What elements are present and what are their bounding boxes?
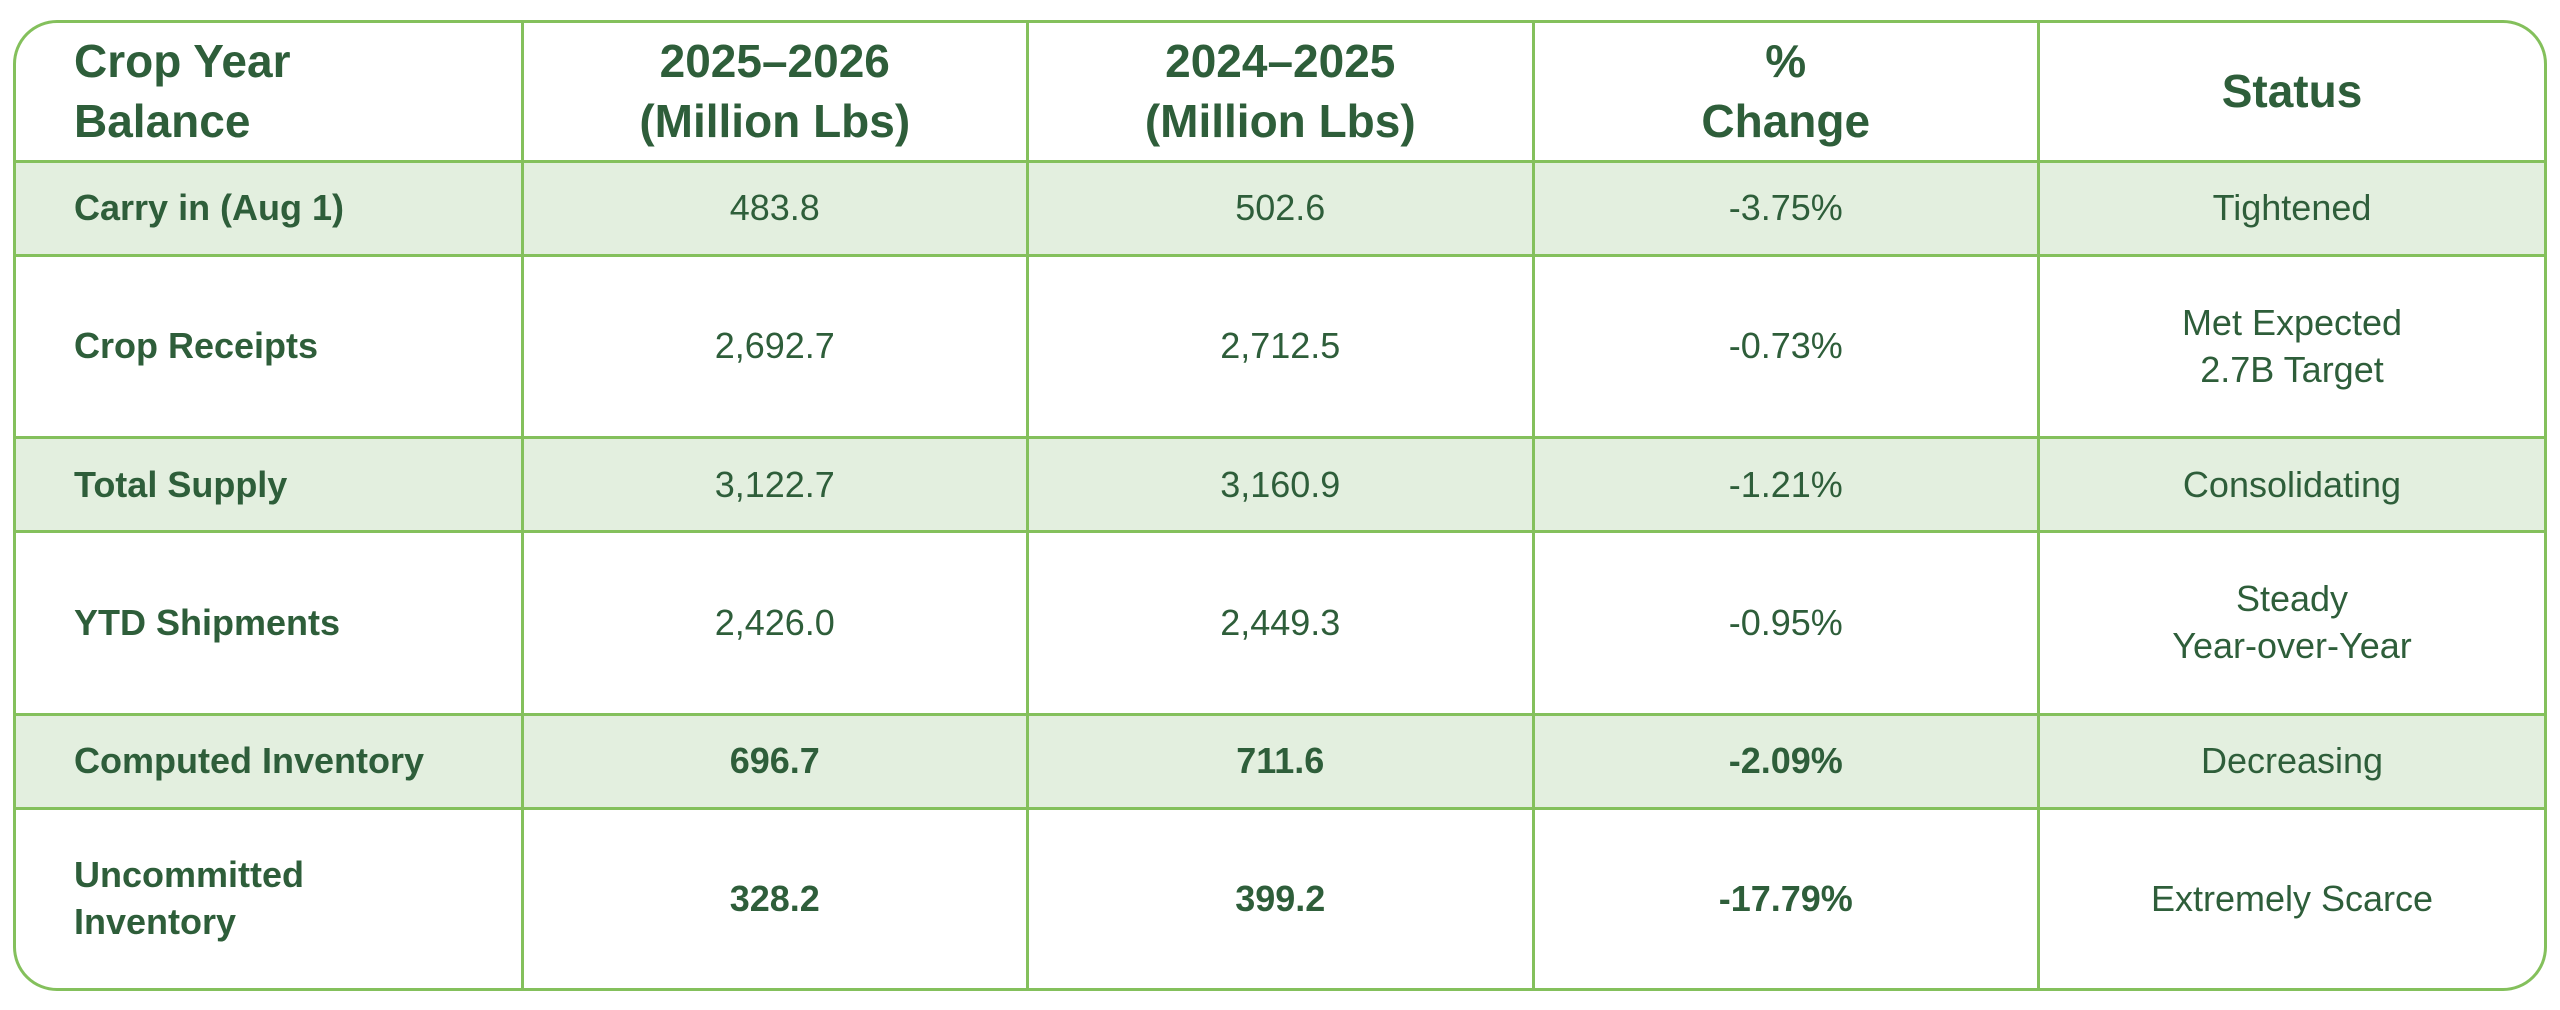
table-cell: 3,160.9 bbox=[1026, 436, 1535, 534]
table-cell: -2.09% bbox=[1531, 712, 2040, 810]
row-label: Computed Inventory bbox=[16, 712, 524, 810]
table-cell: Tightened bbox=[2037, 161, 2544, 258]
table-frame: Crop Year Balance 2025–2026 (Million Lbs)… bbox=[13, 20, 2547, 991]
table-row: Crop Receipts 2,692.7 2,712.5 -0.73% Met Exp… bbox=[16, 254, 2544, 440]
row-label: Total Supply bbox=[16, 436, 524, 534]
table-cell: 399.2 bbox=[1026, 806, 1535, 988]
table-cell: 483.8 bbox=[520, 161, 1029, 258]
table-cell: 2,426.0 bbox=[520, 530, 1029, 716]
table-row: YTD Shipments 2,426.0 2,449.3 -0.95% Steady … bbox=[16, 530, 2544, 716]
table-cell: 502.6 bbox=[1026, 161, 1535, 258]
table-cell: -3.75% bbox=[1531, 161, 2040, 258]
header-cell: % Change bbox=[1531, 23, 2040, 163]
table-cell: 2,712.5 bbox=[1026, 254, 1535, 440]
table-cell: Decreasing bbox=[2037, 712, 2544, 810]
header-cell: Status bbox=[2037, 23, 2544, 163]
table-row: Uncommitted Inventory 328.2 399.2 -17.79% Ex… bbox=[16, 806, 2544, 988]
header-cell: 2025–2026 (Million Lbs) bbox=[520, 23, 1029, 163]
table-row: Carry in (Aug 1) 483.8 502.6 -3.75% Tightene… bbox=[16, 161, 2544, 258]
header-cell: 2024–2025 (Million Lbs) bbox=[1026, 23, 1535, 163]
table-cell: Met Expected 2.7B Target bbox=[2037, 254, 2544, 440]
row-label: Carry in (Aug 1) bbox=[16, 161, 524, 258]
table-cell: Steady Year-over-Year bbox=[2037, 530, 2544, 716]
table-cell: 2,449.3 bbox=[1026, 530, 1535, 716]
table-row: Total Supply 3,122.7 3,160.9 -1.21% Consolid… bbox=[16, 436, 2544, 534]
table-cell: -1.21% bbox=[1531, 436, 2040, 534]
table-cell: Consolidating bbox=[2037, 436, 2544, 534]
row-label: Uncommitted Inventory bbox=[16, 806, 524, 988]
row-label: Crop Receipts bbox=[16, 254, 524, 440]
header-cell: Crop Year Balance bbox=[16, 23, 524, 163]
table-cell: -0.95% bbox=[1531, 530, 2040, 716]
header-row: Crop Year Balance 2025–2026 (Million Lbs)… bbox=[16, 23, 2544, 163]
row-label: YTD Shipments bbox=[16, 530, 524, 716]
table-cell: 711.6 bbox=[1026, 712, 1535, 810]
table-cell: 3,122.7 bbox=[520, 436, 1029, 534]
table-body: Carry in (Aug 1) 483.8 502.6 -3.75% Tightene… bbox=[16, 161, 2544, 988]
table-cell: -17.79% bbox=[1531, 806, 2040, 988]
table-row: Computed Inventory 696.7 711.6 -2.09% Decrea… bbox=[16, 712, 2544, 810]
crop-balance-table: Crop Year Balance 2025–2026 (Million Lbs)… bbox=[16, 23, 2544, 988]
table-cell: -0.73% bbox=[1531, 254, 2040, 440]
table-cell: Extremely Scarce bbox=[2037, 806, 2544, 988]
table-cell: 696.7 bbox=[520, 712, 1029, 810]
table-cell: 2,692.7 bbox=[520, 254, 1029, 440]
table-cell: 328.2 bbox=[520, 806, 1029, 988]
